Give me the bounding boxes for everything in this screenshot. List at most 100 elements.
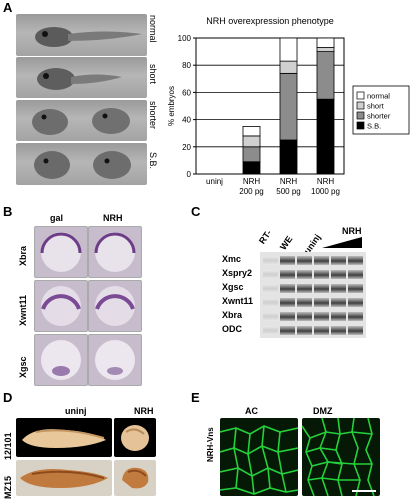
panel-letter-a: A [3,0,13,15]
bar-segment-shorter [316,51,335,100]
col-label-nrh-c: NRH [342,226,362,236]
tadpole-photo-short [16,57,147,98]
col-label-dmz: DMZ [313,406,333,416]
gel-band [263,298,278,307]
x-category-label: 200 pg [239,187,263,196]
gel-band [297,326,312,335]
tadpole-photo-normal [16,14,147,56]
gel-band [348,298,363,307]
gel-band [297,270,312,279]
x-category-label: 500 pg [276,187,300,196]
bar-segment-shorter [242,146,261,163]
gel-band [297,284,312,293]
tadpole-short-drawing [37,68,122,90]
gel-band [280,270,295,279]
embryo-uninj-mz15 [16,460,112,496]
photo-label-shorter: shorter [148,101,158,130]
col-label-rt: RT- [257,228,274,246]
y-tick-label: 0 [187,170,192,179]
embryo-gal-xwnt11 [34,280,88,332]
tadpole-shorter-drawing [32,108,130,135]
gene-label-xwnt11: Xwnt11 [222,296,254,306]
gel-band [348,270,363,279]
bar-segment-short [316,47,335,53]
gel-band [348,326,363,335]
panel-letter-c: C [191,204,201,219]
row-label-xgsc-b: Xgsc [18,356,28,378]
gel-band [314,284,329,293]
y-tick-label: 100 [178,34,192,43]
col-label-nrh-d: NRH [134,406,154,416]
gel-band [348,312,363,321]
gel-band [331,326,346,335]
embryo-nrh-mz15 [114,460,156,496]
gel-band [263,270,278,279]
row-label-mz15: MZ15 [3,475,13,499]
tadpole-sb-drawing [34,151,131,179]
legend-label: shorter [367,112,391,121]
embryo-nrh-xbra [88,226,142,278]
phenotype-bar-chart: NRH overexpression phenotype 0 20 40 60 80 100… [167,16,410,196]
gel-band [331,312,346,321]
col-label-we: WE [278,234,295,252]
col-label-uninj-d: uninj [65,406,87,416]
gel-band [280,326,295,335]
photo-label-sb: S.B. [148,152,158,170]
x-category-label: NRH [317,177,335,186]
side-label-nrh-vns: NRH-Vns [206,427,215,462]
y-tick-label: 20 [182,143,191,152]
gel-band [314,312,329,321]
gel-band [297,256,312,265]
gel-band [280,256,295,265]
confocal-image-dmz [302,418,380,496]
tadpole-photo-sb [16,143,147,185]
legend-swatch [356,111,365,120]
gene-label-xgsc: Xgsc [222,282,244,292]
panel-letter-d: D [3,390,13,405]
x-category-label: NRH [280,177,298,186]
embryo-nrh-xwnt11 [88,280,142,332]
gene-label-xbra: Xbra [222,310,243,320]
y-tick-label: 40 [182,116,191,125]
bar-segment-normal [242,126,261,137]
embryo-gal-xbra [34,226,88,278]
bar-segment-normal [279,37,298,62]
gel-band [263,256,278,265]
bar-segment-short [279,60,298,74]
embryo-nrh-12-101 [114,418,156,457]
gel-band [348,256,363,265]
gel-band [280,312,295,321]
row-label-xbra-b: Xbra [18,245,28,266]
legend-swatch [356,101,365,110]
row-label-xwnt11-b: Xwnt11 [18,294,28,326]
legend-label: normal [367,92,390,101]
legend-label: S.B. [367,122,381,131]
gel-band [297,312,312,321]
gel-band [331,256,346,265]
gel-band [314,298,329,307]
gel-band [348,284,363,293]
gel-band [331,298,346,307]
bar-segment-normal [316,37,335,48]
bar-segment-sb [316,98,335,175]
gene-label-odc: ODC [222,324,242,334]
bar-segment-sb [279,139,298,175]
legend-label: short [367,102,385,111]
gel-band [263,326,278,335]
col-label-ac: AC [245,406,258,416]
rtpcr-gel [260,252,366,338]
legend-swatch [356,91,365,100]
gel-band [314,270,329,279]
gel-band [331,270,346,279]
gel-band [331,284,346,293]
tadpole-photo-shorter [16,100,147,141]
dose-wedge [322,237,362,248]
bar-segment-shorter [279,72,298,141]
embryo-gal-xgsc [34,334,88,386]
bar-segment-sb [242,161,261,175]
gene-label-xmc: Xmc [222,254,242,264]
tadpole-normal-drawing [35,27,142,47]
gel-band [263,312,278,321]
panel-letter-e: E [191,390,200,405]
x-category-label: NRH [243,177,261,186]
